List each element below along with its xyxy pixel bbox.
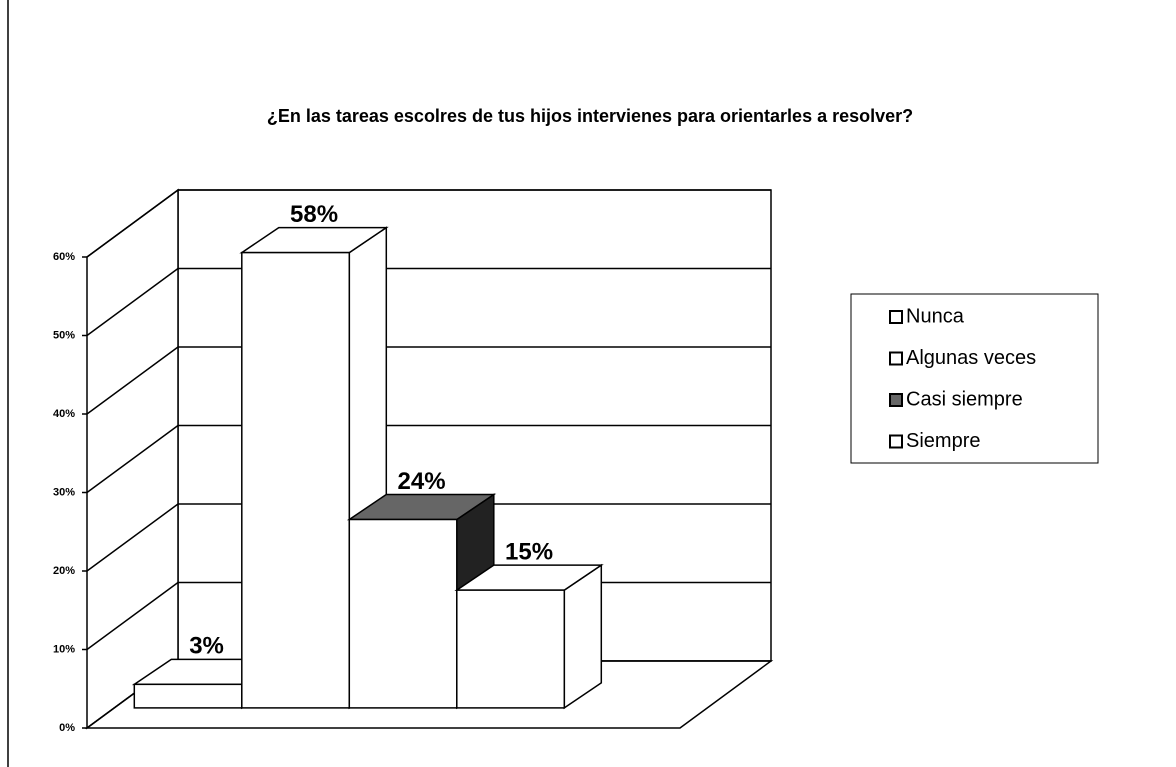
legend-swatch (889, 393, 903, 407)
y-tick-label: 10% (53, 643, 75, 655)
legend-swatch (889, 434, 903, 449)
bar (348, 518, 458, 709)
y-tick-label: 20% (53, 565, 75, 577)
y-tick-label: 40% (53, 408, 75, 420)
value-label: 15% (505, 538, 553, 565)
value-label: 24% (398, 468, 446, 495)
legend-label: Siempre (906, 430, 980, 452)
grid-line (86, 346, 179, 415)
bar (241, 251, 351, 709)
chart-title: ¿En las tareas escolres de tus hijos int… (267, 106, 913, 126)
legend-swatch (889, 351, 903, 366)
grid-line (86, 503, 179, 572)
bar (456, 589, 566, 709)
grid-line (86, 267, 179, 337)
y-tick-label: 0% (59, 722, 75, 734)
y-tick-label: 50% (53, 329, 75, 341)
bar (133, 683, 243, 709)
legend-label: Nunca (906, 305, 965, 327)
y-tick-label: 30% (53, 486, 75, 498)
y-tick-label: 60% (53, 251, 75, 263)
legend-swatch (889, 310, 903, 324)
value-label: 3% (189, 633, 224, 660)
value-label: 58% (290, 201, 338, 228)
grid-line (86, 424, 179, 494)
legend-label: Casi siempre (906, 388, 1023, 410)
legend-label: Algunas veces (906, 347, 1036, 369)
grid-line (86, 581, 179, 651)
grid-line (86, 189, 179, 258)
